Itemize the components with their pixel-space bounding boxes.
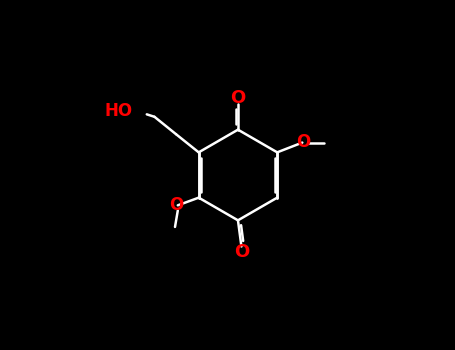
Text: O: O xyxy=(296,133,310,150)
Text: O: O xyxy=(234,243,249,261)
Text: O: O xyxy=(230,89,246,107)
Text: O: O xyxy=(170,196,184,214)
Text: HO: HO xyxy=(105,102,133,120)
